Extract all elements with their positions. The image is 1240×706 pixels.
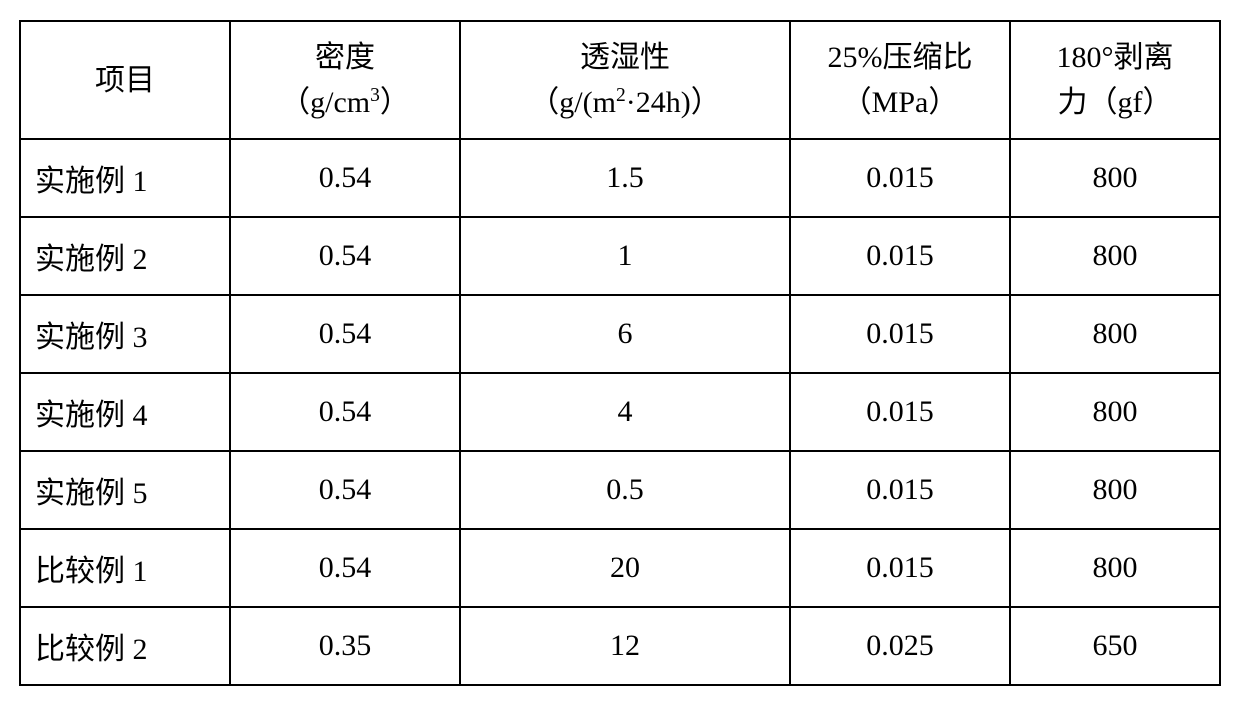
cell-peel: 800 <box>1010 529 1220 607</box>
cell-moisture: 20 <box>460 529 790 607</box>
cell-moisture: 1 <box>460 217 790 295</box>
table-body: 实施例 10.541.50.015800实施例 20.5410.015800实施… <box>20 139 1220 685</box>
header-row: 项目密度（g/cm3）透湿性（g/(m2·24h)）25%压缩比（MPa）180… <box>20 21 1220 139</box>
table-row: 实施例 40.5440.015800 <box>20 373 1220 451</box>
cell-project: 实施例 4 <box>20 373 230 451</box>
cell-compression: 0.015 <box>790 451 1010 529</box>
cell-project: 实施例 3 <box>20 295 230 373</box>
data-table: 项目密度（g/cm3）透湿性（g/(m2·24h)）25%压缩比（MPa）180… <box>19 20 1221 686</box>
header-cell-peel: 180°剥离力（gf） <box>1010 21 1220 139</box>
cell-project: 比较例 2 <box>20 607 230 685</box>
cell-density: 0.54 <box>230 295 460 373</box>
table-row: 实施例 50.540.50.015800 <box>20 451 1220 529</box>
cell-project: 实施例 2 <box>20 217 230 295</box>
cell-peel: 800 <box>1010 451 1220 529</box>
cell-peel: 800 <box>1010 373 1220 451</box>
table-row: 实施例 20.5410.015800 <box>20 217 1220 295</box>
cell-peel: 800 <box>1010 295 1220 373</box>
table-row: 实施例 30.5460.015800 <box>20 295 1220 373</box>
header-cell-moisture: 透湿性（g/(m2·24h)） <box>460 21 790 139</box>
cell-density: 0.35 <box>230 607 460 685</box>
cell-moisture: 1.5 <box>460 139 790 217</box>
cell-moisture: 0.5 <box>460 451 790 529</box>
table-header: 项目密度（g/cm3）透湿性（g/(m2·24h)）25%压缩比（MPa）180… <box>20 21 1220 139</box>
cell-project: 实施例 1 <box>20 139 230 217</box>
cell-moisture: 4 <box>460 373 790 451</box>
header-cell-density: 密度（g/cm3） <box>230 21 460 139</box>
cell-density: 0.54 <box>230 451 460 529</box>
cell-peel: 800 <box>1010 217 1220 295</box>
table-row: 比较例 20.35120.025650 <box>20 607 1220 685</box>
cell-compression: 0.015 <box>790 529 1010 607</box>
cell-density: 0.54 <box>230 217 460 295</box>
cell-moisture: 12 <box>460 607 790 685</box>
cell-moisture: 6 <box>460 295 790 373</box>
cell-density: 0.54 <box>230 529 460 607</box>
cell-compression: 0.015 <box>790 373 1010 451</box>
cell-project: 比较例 1 <box>20 529 230 607</box>
cell-peel: 650 <box>1010 607 1220 685</box>
cell-compression: 0.025 <box>790 607 1010 685</box>
table-row: 实施例 10.541.50.015800 <box>20 139 1220 217</box>
cell-compression: 0.015 <box>790 217 1010 295</box>
cell-compression: 0.015 <box>790 139 1010 217</box>
header-cell-project: 项目 <box>20 21 230 139</box>
header-cell-compression: 25%压缩比（MPa） <box>790 21 1010 139</box>
cell-peel: 800 <box>1010 139 1220 217</box>
cell-compression: 0.015 <box>790 295 1010 373</box>
cell-density: 0.54 <box>230 373 460 451</box>
cell-project: 实施例 5 <box>20 451 230 529</box>
cell-density: 0.54 <box>230 139 460 217</box>
table-row: 比较例 10.54200.015800 <box>20 529 1220 607</box>
